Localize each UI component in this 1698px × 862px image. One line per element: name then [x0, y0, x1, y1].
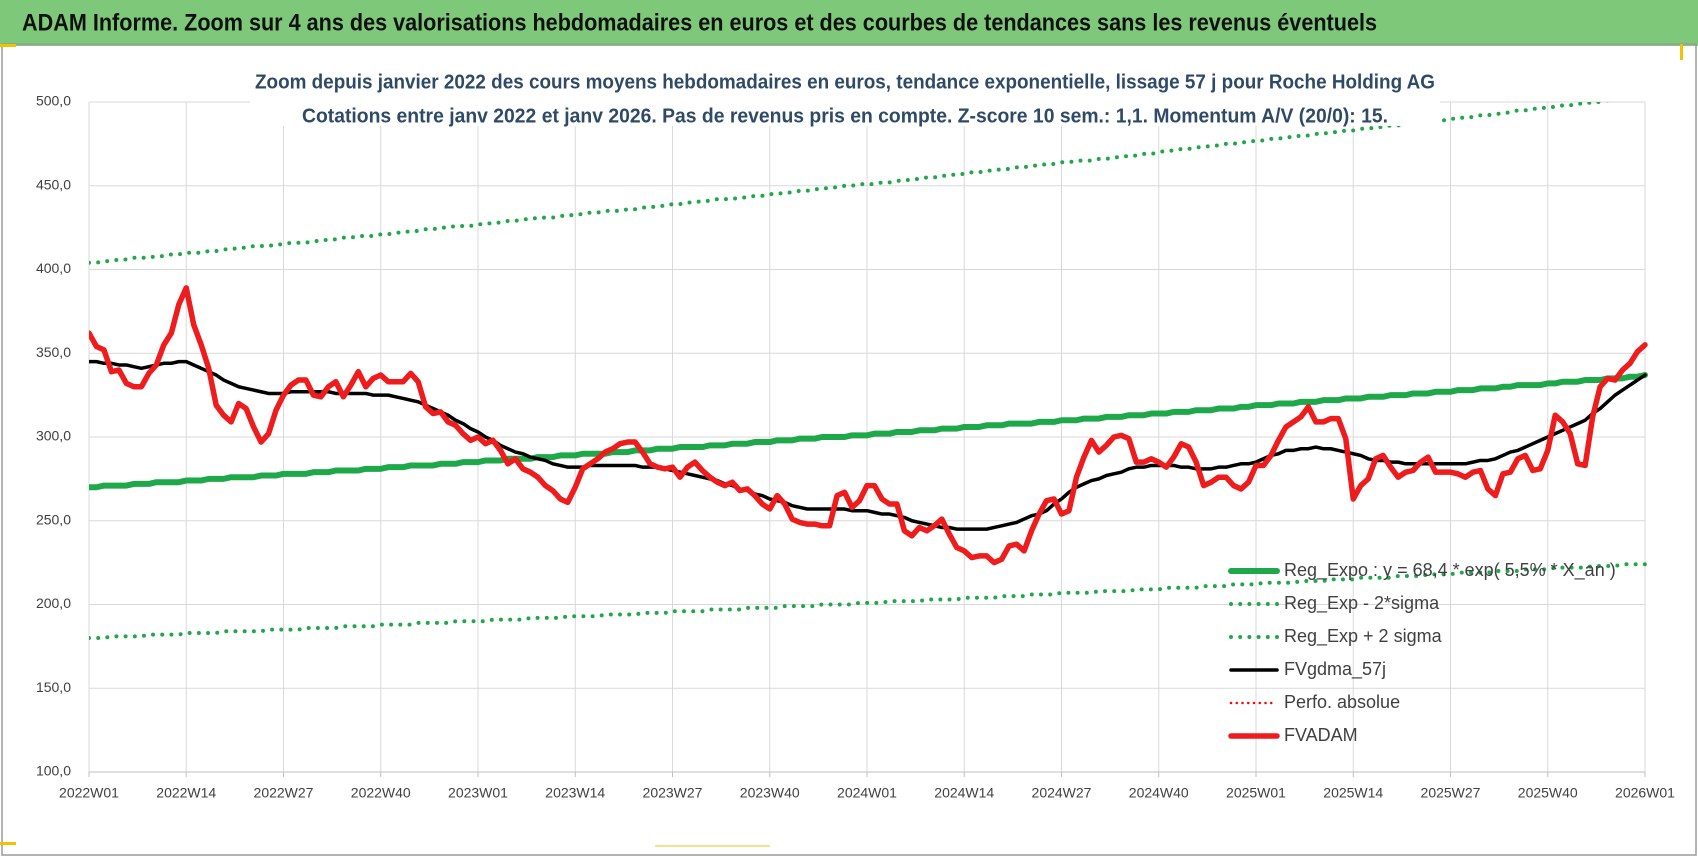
y-tick-label: 350,0: [36, 344, 71, 360]
y-tick-label: 450,0: [36, 176, 71, 192]
corner-mark: [655, 845, 770, 847]
y-tick-label: 300,0: [36, 428, 71, 444]
x-tick-label: 2023W27: [643, 785, 703, 801]
x-tick-label: 2022W01: [59, 785, 119, 801]
x-tick-label: 2023W01: [448, 785, 508, 801]
corner-mark: [1680, 44, 1683, 60]
x-tick-label: 2025W14: [1323, 785, 1383, 801]
x-tick-label: 2022W14: [156, 785, 216, 801]
x-tick-label: 2023W14: [545, 785, 605, 801]
y-tick-label: 150,0: [36, 679, 71, 695]
x-tick-label: 2022W27: [254, 785, 314, 801]
y-tick-label: 200,0: [36, 595, 71, 611]
chart-frame: [1, 43, 1697, 856]
legend-label: Perfo. absolue: [1284, 692, 1400, 712]
header-band: [0, 0, 1698, 46]
x-tick-label: 2025W27: [1421, 785, 1481, 801]
corner-mark: [0, 842, 16, 845]
legend-label: Reg_Expo : y = 68,4 * exp( 5,5% * X_an ): [1284, 560, 1616, 581]
x-tick-label: 2026W01: [1615, 785, 1675, 801]
x-tick-label: 2025W40: [1518, 785, 1578, 801]
plot-lines: [89, 102, 1648, 640]
legend-label: FVgdma_57j: [1284, 659, 1386, 680]
header-title: ADAM Informe. Zoom sur 4 ans des valoris…: [22, 9, 1377, 36]
legend: Reg_Expo : y = 68,4 * exp( 5,5% * X_an )…: [1228, 560, 1616, 745]
legend-label: Reg_Exp + 2 sigma: [1284, 626, 1443, 647]
subtitle-box: [250, 64, 1440, 126]
chart-subtitle: Cotations entre janv 2022 et janv 2026. …: [302, 105, 1388, 127]
corner-mark: [0, 44, 16, 47]
series-line: [89, 285, 1648, 566]
series-line: [89, 372, 1648, 491]
x-tick-label: 2024W14: [934, 785, 994, 801]
x-tick-label: 2024W01: [837, 785, 897, 801]
axes: 100,0 150,0 200,0 250,0 300,0 350,0 400,0 450,0…: [36, 93, 1675, 801]
legend-label: Reg_Exp - 2*sigma: [1284, 593, 1440, 614]
y-tick-label: 100,0: [36, 763, 71, 779]
x-tick-label: 2023W40: [740, 785, 800, 801]
y-tick-label: 250,0: [36, 511, 71, 527]
x-tick-label: 2024W27: [1032, 785, 1092, 801]
series-line: [89, 562, 1647, 640]
x-tick-label: 2022W40: [351, 785, 411, 801]
y-tick-label: 400,0: [36, 260, 71, 276]
y-tick-label: 500,0: [36, 93, 71, 109]
x-tick-label: 2025W01: [1226, 785, 1286, 801]
chart-title: Zoom depuis janvier 2022 des cours moyen…: [255, 71, 1435, 93]
x-tick-label: 2024W40: [1129, 785, 1189, 801]
legend-label: FVADAM: [1284, 725, 1358, 745]
